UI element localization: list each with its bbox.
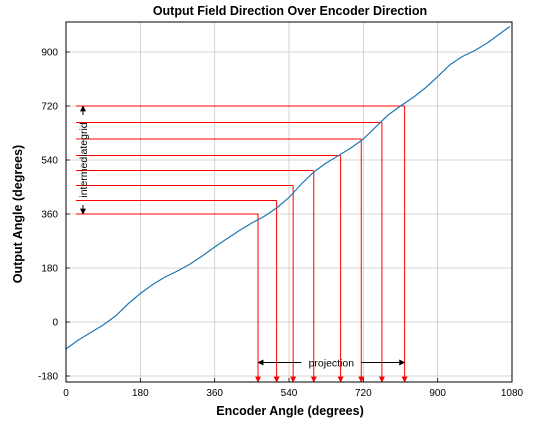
- series-line: [65, 26, 511, 350]
- y-tick-label: -180: [38, 372, 58, 383]
- x-tick-label: 1080: [501, 388, 524, 399]
- x-tick-label: 0: [63, 388, 69, 399]
- x-axis-label: Encoder Angle (degrees): [216, 404, 364, 418]
- projection-lines: [76, 105, 408, 383]
- x-tick-label: 900: [429, 388, 446, 399]
- x-tick-label: 540: [281, 388, 298, 399]
- chart-title: Output Field Direction Over Encoder Dire…: [153, 4, 427, 18]
- annotation-labels: intermediategrid projection: [78, 105, 406, 370]
- y-tick-label: 540: [41, 156, 58, 167]
- grid-lines: [65, 22, 513, 382]
- y-tick-label: 180: [41, 264, 58, 275]
- intermediate-grid-label: intermediategrid: [78, 122, 90, 197]
- x-tick-label: 720: [355, 388, 372, 399]
- projection-label: projection: [309, 358, 355, 370]
- y-axis-label: Output Angle (degrees): [11, 145, 25, 283]
- data-series: [65, 26, 511, 350]
- y-tick-label: 720: [41, 102, 58, 113]
- axis-ticks: 0 180 360 540 720 900 1080 -180 0 180 360 540 720 900: [38, 48, 524, 400]
- y-tick-label: 0: [52, 318, 58, 329]
- y-tick-label: 900: [41, 48, 58, 59]
- x-tick-label: 360: [206, 388, 223, 399]
- x-tick-label: 180: [132, 388, 149, 399]
- y-tick-label: 360: [41, 210, 58, 221]
